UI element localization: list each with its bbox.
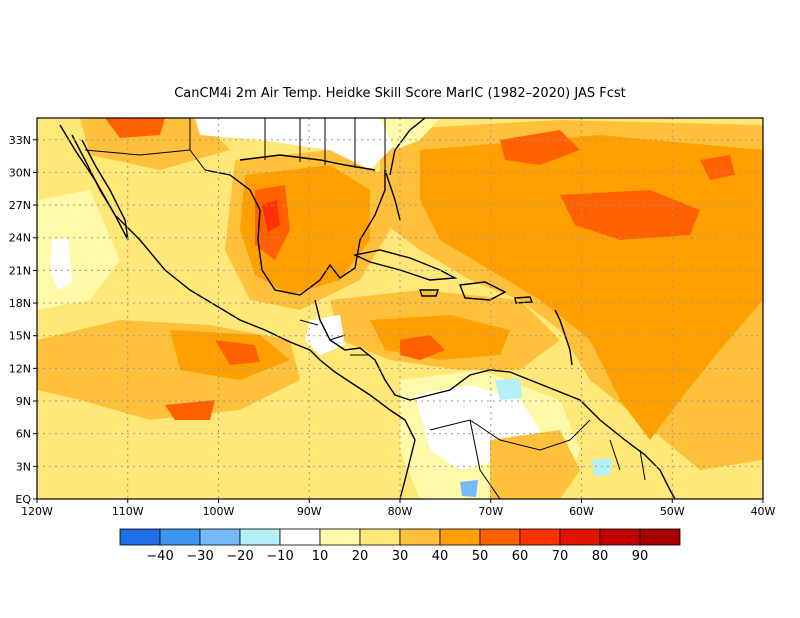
colorbar-swatch <box>639 528 681 546</box>
lat-axis: EQ 3N 6N 9N 12N 15N 18N 21N 24N 27N 30N 33N <box>9 134 37 506</box>
colorbar-swatch <box>599 528 641 546</box>
lat-tick-label: 27N <box>9 199 31 212</box>
colorbar-label: 30 <box>392 549 409 564</box>
lon-tick-label: 90W <box>297 505 322 518</box>
colorbar: −40 −30 −20 −10 10 20 30 40 50 60 70 80 90 <box>119 528 681 564</box>
contour-west-white <box>50 238 72 290</box>
grid-lines <box>37 118 763 499</box>
lon-tick-label: 50W <box>660 505 685 518</box>
coast-cuba <box>352 249 458 281</box>
lat-tick-label: 18N <box>9 297 31 310</box>
contour-southam-40 <box>490 430 580 499</box>
colorbar-swatch <box>399 528 441 546</box>
contour-eastcoast-20 <box>380 118 440 150</box>
lat-tick-label: EQ <box>15 493 31 506</box>
colorbar-label: 20 <box>352 549 369 564</box>
colorbar-swatch <box>439 528 481 546</box>
colorbar-label: −30 <box>186 549 213 564</box>
coast-antilles <box>554 309 573 366</box>
contour-pacific-60b <box>165 400 215 420</box>
colorbar-label: 90 <box>632 549 649 564</box>
colorbar-label: −40 <box>146 549 173 564</box>
colorbar-label: 80 <box>592 549 609 564</box>
lon-tick-label: 100W <box>203 505 235 518</box>
colorbar-swatch <box>279 528 321 546</box>
lon-tick-label: 40W <box>751 505 776 518</box>
contour-atlantic-60b <box>500 130 580 165</box>
lat-tick-label: 12N <box>9 362 31 375</box>
lat-tick-label: 30N <box>9 166 31 179</box>
contour-atlantic-60a <box>560 190 700 240</box>
colorbar-label: 10 <box>312 549 329 564</box>
coast-gulf <box>204 169 401 296</box>
contour-north-60 <box>105 118 165 138</box>
lon-axis: 120W 110W 100W 90W 80W 70W 60W 50W 40W <box>21 499 776 518</box>
coast-puerto-rico <box>514 296 534 304</box>
coastlines <box>59 118 676 499</box>
coast-south-am-north <box>409 369 676 499</box>
lat-tick-label: 15N <box>9 330 31 343</box>
contour-gulf-70 <box>262 200 280 232</box>
border-us-mexico <box>84 149 206 171</box>
coast-hispaniola <box>459 281 507 301</box>
colorbar-label: 60 <box>512 549 529 564</box>
contour-southam-10b <box>305 315 345 355</box>
lat-tick-label: 21N <box>9 264 31 277</box>
lon-tick-label: 60W <box>569 505 594 518</box>
colorbar-swatch <box>359 528 401 546</box>
contour-pacific-60a <box>215 340 260 365</box>
lat-tick-label: 6N <box>16 428 31 441</box>
contour-negative-a <box>495 378 522 400</box>
colorbar-swatch <box>559 528 601 546</box>
colorbar-swatch <box>519 528 561 546</box>
lat-tick-label: 3N <box>16 460 31 473</box>
lat-tick-label: 24N <box>9 232 31 245</box>
lat-tick-label: 9N <box>16 395 31 408</box>
colorbar-label: −10 <box>266 549 293 564</box>
colorbar-label: −20 <box>226 549 253 564</box>
lon-tick-label: 70W <box>478 505 503 518</box>
colorbar-swatch <box>119 528 161 546</box>
border-south-am <box>429 419 646 499</box>
contour-negative-c <box>460 480 478 497</box>
colorbar-swatch <box>159 528 201 546</box>
lon-tick-label: 80W <box>388 505 413 518</box>
lon-tick-label: 120W <box>21 505 53 518</box>
border-us-states <box>189 118 386 175</box>
colorbar-label: 70 <box>552 549 569 564</box>
coast-central-am-east <box>314 299 411 401</box>
colorbar-swatch <box>239 528 281 546</box>
colorbar-swatch <box>479 528 521 546</box>
colorbar-swatch <box>199 528 241 546</box>
colorbar-label: 50 <box>472 549 489 564</box>
contour-atlantic-60c <box>700 155 735 180</box>
map-title: CanCM4i 2m Air Temp. Heidke Skill Score … <box>174 86 626 101</box>
lon-tick-label: 110W <box>112 505 144 518</box>
coast-colombia-west <box>399 419 416 499</box>
coast-jamaica <box>419 289 439 297</box>
colorbar-label: 40 <box>432 549 449 564</box>
map-plot-area <box>37 118 763 499</box>
contour-caribbean-60 <box>400 335 445 360</box>
lat-tick-label: 33N <box>9 134 31 147</box>
contour-usa-10 <box>195 118 420 170</box>
contour-negative-b <box>592 458 612 476</box>
coast-us-east <box>389 118 426 176</box>
colorbar-swatch <box>319 528 361 546</box>
